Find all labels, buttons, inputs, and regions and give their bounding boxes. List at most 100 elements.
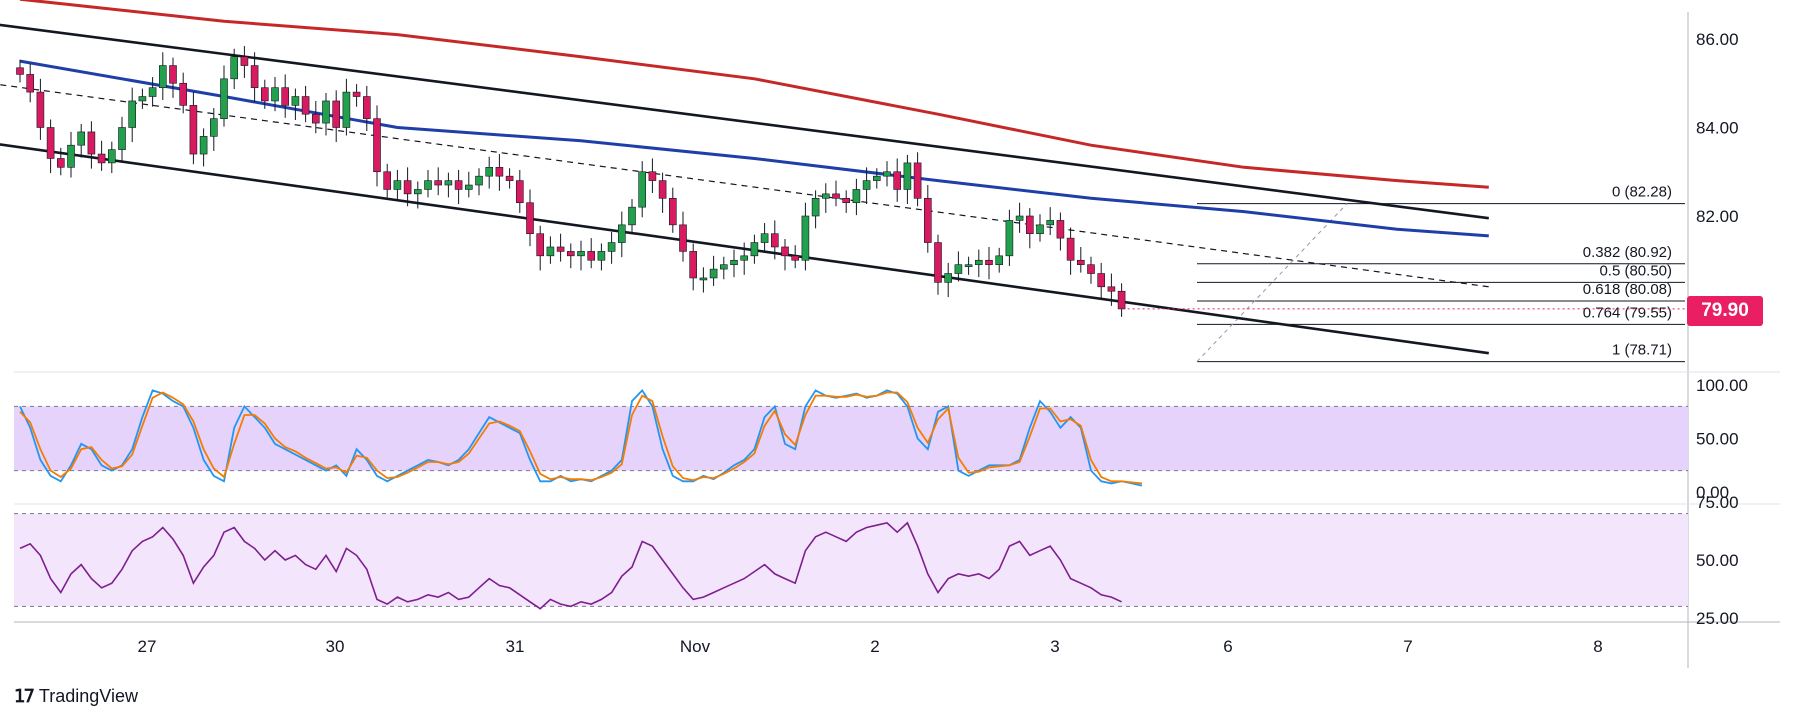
candle-body [781, 246, 789, 257]
candle-body [1107, 286, 1116, 292]
candle-body [291, 96, 300, 106]
time-tick-label: 30 [326, 637, 345, 656]
rsi-band [14, 513, 1688, 607]
candle-body [128, 100, 136, 128]
candle-body [505, 175, 514, 181]
candle-body [495, 167, 504, 177]
candle-body [709, 268, 718, 279]
candle-body [923, 198, 932, 243]
candle-body [16, 67, 24, 75]
candle-body [689, 251, 698, 279]
candle-body [87, 131, 96, 155]
candle-body [679, 224, 687, 252]
candle-body [108, 149, 116, 164]
candle-body [220, 78, 228, 119]
candle-body [852, 189, 861, 204]
price-tick-label: 86.00 [1696, 30, 1739, 49]
candle-body [56, 158, 65, 168]
candle-body [1117, 290, 1126, 310]
candle-body [475, 175, 483, 186]
candle-body [546, 246, 555, 257]
candle-body [301, 96, 310, 115]
last-price-badge: 79.90 [1687, 296, 1763, 326]
candle-body [913, 162, 922, 199]
candle-body [1097, 273, 1105, 288]
rsi-line [19, 521, 1122, 610]
price-axis-ticks: 86.00 84.00 82.00 [1696, 30, 1739, 226]
candle-body [893, 171, 902, 190]
candle-body [760, 233, 769, 243]
candle-body [434, 180, 443, 186]
candle-body [77, 131, 85, 146]
stoch-rsi-tick-label: 50.00 [1696, 430, 1739, 449]
candle-body [821, 193, 830, 199]
candle-body [811, 198, 820, 217]
candle-body [1056, 220, 1065, 239]
candle-body [444, 180, 453, 186]
time-axis-ticks: 27 30 31 Nov 2 3 6 7 8 [138, 637, 1603, 656]
candle-body [668, 198, 677, 226]
candle-body [403, 180, 412, 195]
candle-body [872, 175, 881, 181]
descending-channel [0, 23, 1489, 355]
candle-body [36, 91, 45, 128]
candle-body [597, 251, 606, 261]
candle-body [628, 206, 636, 226]
tradingview-logo: 𝟣𝟩 TradingView [14, 686, 138, 707]
candle-body [454, 180, 463, 190]
candle-body [974, 259, 983, 265]
candle-body [526, 202, 534, 235]
candle-body [903, 162, 912, 190]
candle-body [97, 153, 106, 164]
candle-body [791, 255, 800, 261]
stoch-rsi-axis-ticks: 100.00 50.00 0.00 [1696, 376, 1748, 502]
candle-body [750, 242, 759, 257]
candle-body [250, 65, 259, 88]
candle-body [1087, 264, 1095, 274]
candle-body [934, 242, 942, 283]
candle-body [67, 144, 75, 168]
candle-body [577, 251, 585, 257]
tradingview-icon: 𝟣𝟩 [14, 686, 35, 707]
candle-body [1046, 220, 1054, 226]
rsi-line-path [19, 521, 1122, 610]
candle-body [954, 264, 963, 274]
candle-body [556, 246, 565, 252]
rsi-tick-label: 50.00 [1696, 551, 1739, 570]
candle-body [1005, 220, 1014, 257]
brand-name: TradingView [38, 686, 138, 706]
candle-body [832, 193, 840, 199]
candle-body [1026, 215, 1034, 235]
stoch-rsi-lines [19, 388, 1143, 487]
price-tick-label: 84.00 [1696, 119, 1739, 138]
candle-body [148, 87, 157, 97]
candle-body [515, 180, 524, 204]
fib-level-label: 0.618 (80.08) [1583, 281, 1672, 298]
candle-body [281, 87, 290, 106]
candle-body [179, 82, 187, 106]
rsi-band-fill [14, 513, 1688, 607]
candle-body [587, 251, 596, 261]
candle-body [138, 96, 147, 102]
candle-body [842, 198, 851, 204]
candle-body [393, 180, 402, 190]
candle-body [26, 74, 35, 93]
fibonacci-retracement: 0 (82.28) 0.382 (80.92)0.5 (80.50) 0.618 (… [1196, 184, 1685, 363]
candle-body [322, 100, 330, 124]
candle-body [210, 118, 218, 137]
stoch-rsi-tick-label: 0.00 [1696, 483, 1729, 502]
time-tick-label: 3 [1050, 637, 1059, 656]
stoch-rsi-tick-label: 100.00 [1696, 376, 1748, 395]
candlesticks [16, 46, 1126, 317]
candle-body [362, 96, 371, 119]
candle-body [159, 65, 167, 88]
fib-level-label: 0.5 (80.50) [1599, 262, 1672, 279]
rsi-axis-ticks: 75.00 50.00 25.00 [1696, 493, 1739, 628]
candle-body [617, 224, 626, 243]
candle-body [352, 91, 361, 97]
candle-body [118, 127, 126, 150]
stoch-rsi-band [14, 405, 1688, 472]
stoch-rsi-d-line [19, 391, 1143, 485]
stoch-rsi-band-fill [14, 406, 1688, 471]
